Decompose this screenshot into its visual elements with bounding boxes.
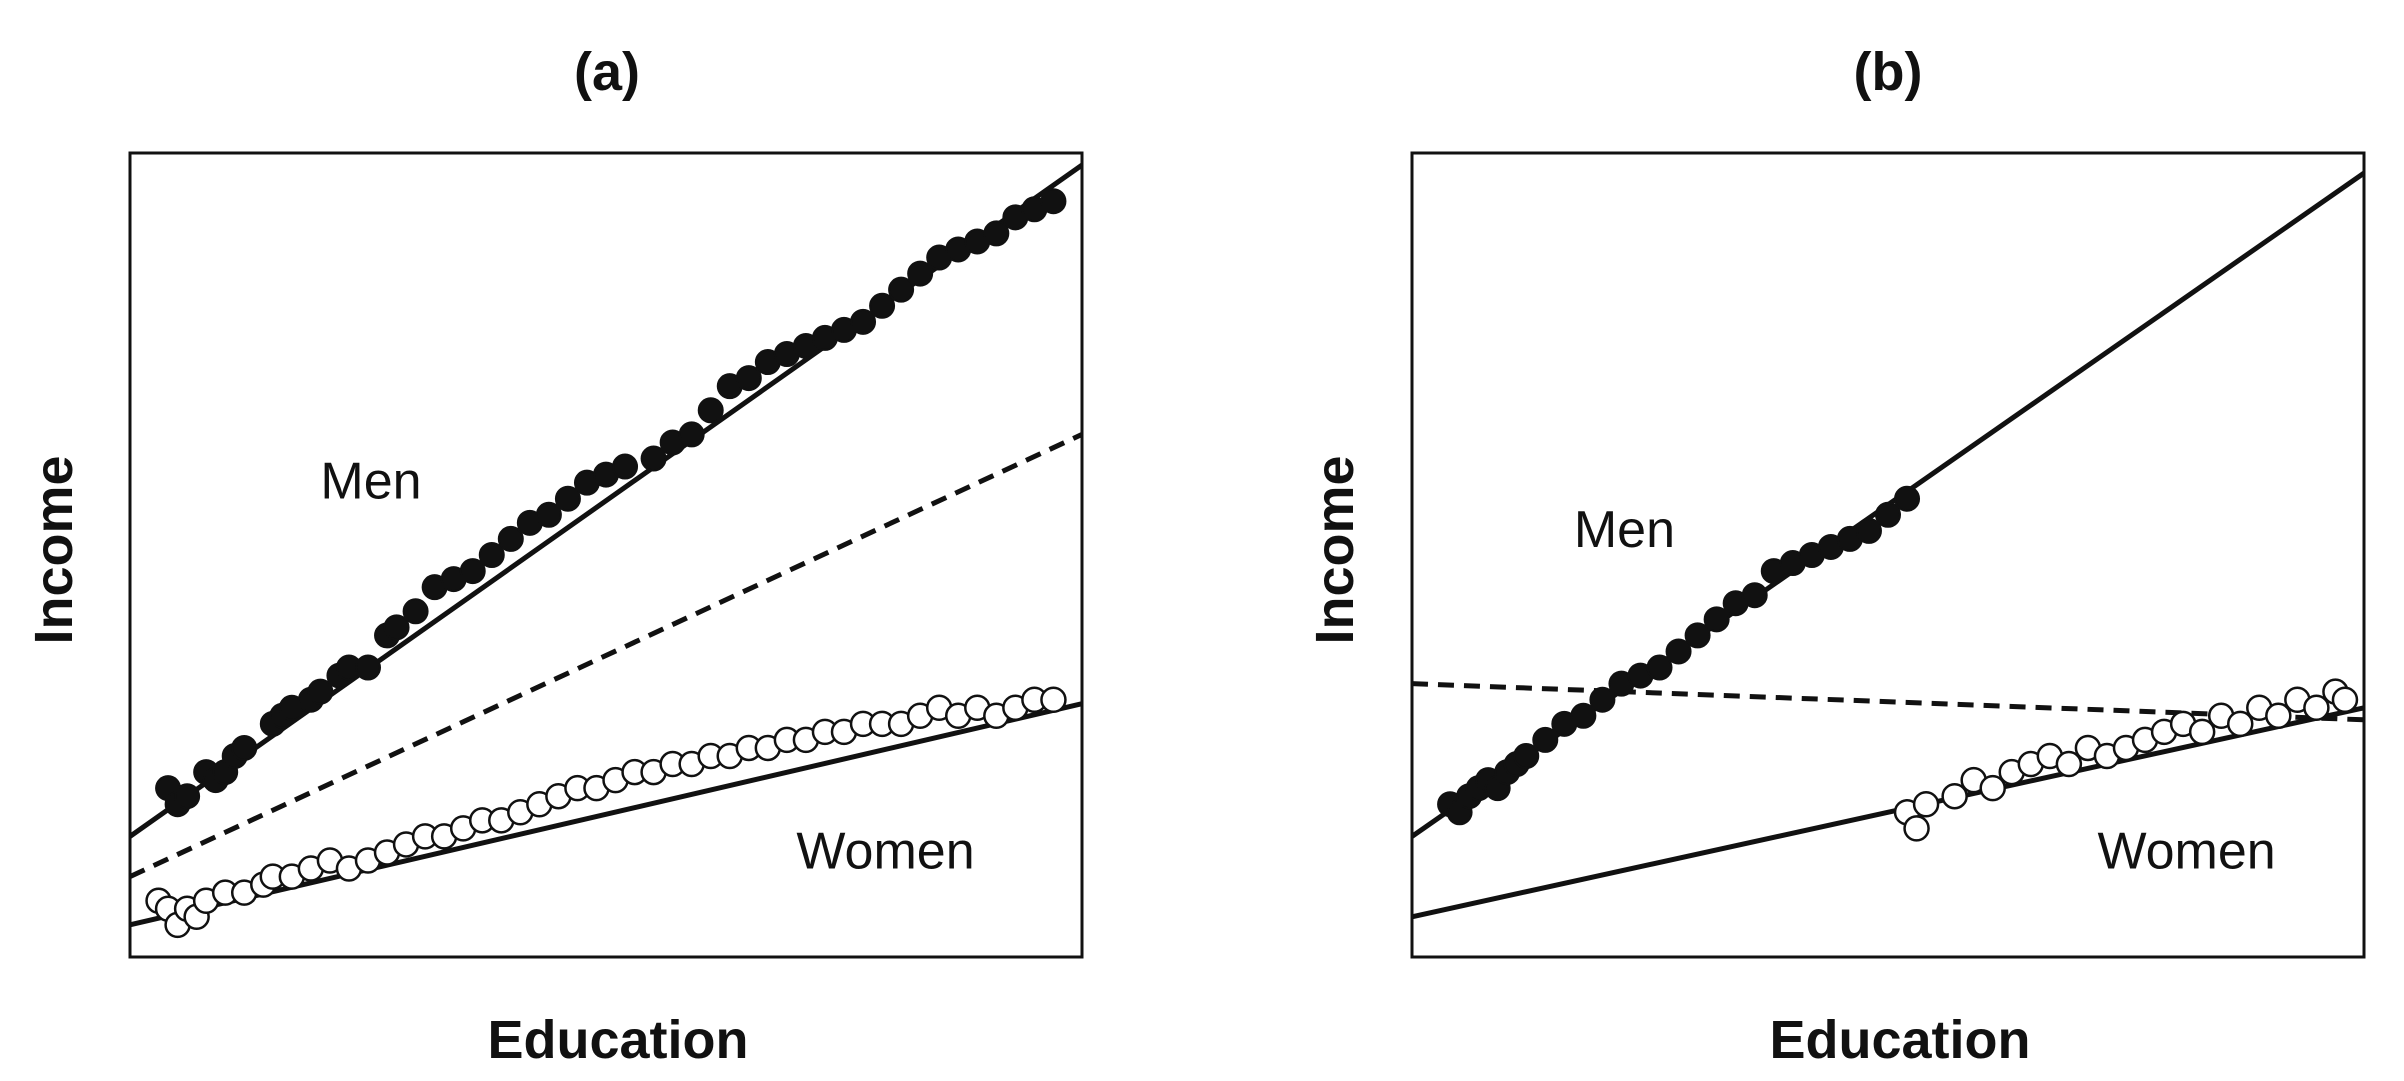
panel-a-men-point-18	[402, 598, 429, 625]
panel-a-men-point-12	[307, 678, 334, 705]
panel-a: (a) Income Education Men Women	[24, 42, 1084, 1070]
panel-a-men-point-30	[640, 445, 667, 472]
panel-a-women-point-50	[1040, 686, 1067, 713]
panel-a-men-point-23	[497, 525, 524, 552]
panel-b-men-point-8	[1513, 743, 1540, 769]
panel-b-points	[1437, 485, 2359, 842]
panel-a-y-axis-label: Income	[24, 455, 84, 644]
panel-b-men-point-15	[1646, 654, 1673, 681]
panel-b-men-point-11	[1570, 702, 1597, 729]
panel-b-y-axis-label: Income	[1305, 455, 1365, 644]
panel-a-plot-frame	[128, 151, 1084, 959]
panel-b-women-point-2	[1912, 790, 1940, 818]
panel-a-men-point-48	[983, 220, 1010, 247]
panel-b-women-point-18	[2226, 710, 2254, 738]
panel-b-women-point-3	[1941, 782, 1968, 810]
panel-a-fit-lines	[128, 163, 1084, 928]
panel-b-women-point-9	[2055, 750, 2083, 778]
panel-a-men-point-33	[697, 397, 724, 424]
panel-a-men-point-42	[869, 292, 896, 319]
panel-a-men-point-21	[459, 558, 486, 585]
panel-a-men-point-35	[735, 365, 762, 392]
panel-a-men-point-29	[612, 453, 639, 480]
panel-b-annotations: Men Women	[1574, 501, 2276, 881]
panel-a-label-men: Men	[320, 453, 421, 511]
panel-a-overall-fit-line	[128, 432, 1084, 879]
panel-b-women-point-20	[2265, 702, 2292, 730]
panel-a-x-axis-label: Education	[487, 1010, 748, 1070]
panel-a-men-point-26	[554, 485, 581, 512]
panel-b-men-point-27	[1875, 501, 1901, 528]
panel-a-points	[145, 188, 1067, 939]
panel-a-men-point-7	[231, 734, 258, 761]
panel-b-men-point-28	[1894, 485, 1921, 512]
panel-b-men-point-17	[1684, 622, 1711, 649]
panel-b-fit-lines	[1410, 171, 2366, 920]
panel-b-women-point-24	[2331, 686, 2359, 713]
panel-b-women-point-16	[2188, 718, 2216, 746]
panel-a-men-point-22	[478, 542, 505, 568]
panel-a-men-point-15	[355, 654, 381, 681]
panel-b-men-point-16	[1665, 638, 1692, 665]
panel-b-overall-fit-line	[1411, 681, 2365, 723]
panel-a-men-point-51	[1040, 188, 1067, 215]
panel-b-x-axis-label: Education	[1769, 1010, 2030, 1070]
panel-b-men-point-26	[1855, 517, 1882, 544]
panel-a-label-women: Women	[796, 823, 974, 881]
panel-a-men-point-44	[907, 260, 934, 287]
panel-b-label-women: Women	[2097, 823, 2275, 881]
panel-a-men-point-2	[174, 783, 201, 810]
panel-b-men-point-20	[1741, 582, 1768, 609]
panel-a-men-point-25	[535, 501, 562, 528]
panel-b-label-men: Men	[1574, 501, 1675, 559]
panel-a-annotations: Men Women	[320, 453, 974, 881]
panel-b-women-point-1	[1903, 815, 1930, 842]
panel-a-men-point-43	[888, 276, 915, 303]
panel-b-plot-frame	[1410, 151, 2366, 959]
panel-b-men-point-18	[1703, 606, 1730, 633]
panel-a-men-point-41	[850, 308, 877, 335]
panel-b: (b) Income Education Men Women	[1305, 42, 2366, 1070]
panel-b-men-point-12	[1589, 686, 1616, 713]
panel-a-title: (a)	[574, 42, 640, 102]
panel-a-men-point-17	[383, 614, 410, 641]
panel-b-title: (b)	[1854, 42, 1923, 102]
panel-b-women-point-22	[2303, 694, 2330, 722]
panel-b-women-point-5	[1979, 774, 2006, 802]
panel-b-men-point-9	[1532, 726, 1559, 753]
panel-a-men-point-32	[678, 421, 705, 448]
